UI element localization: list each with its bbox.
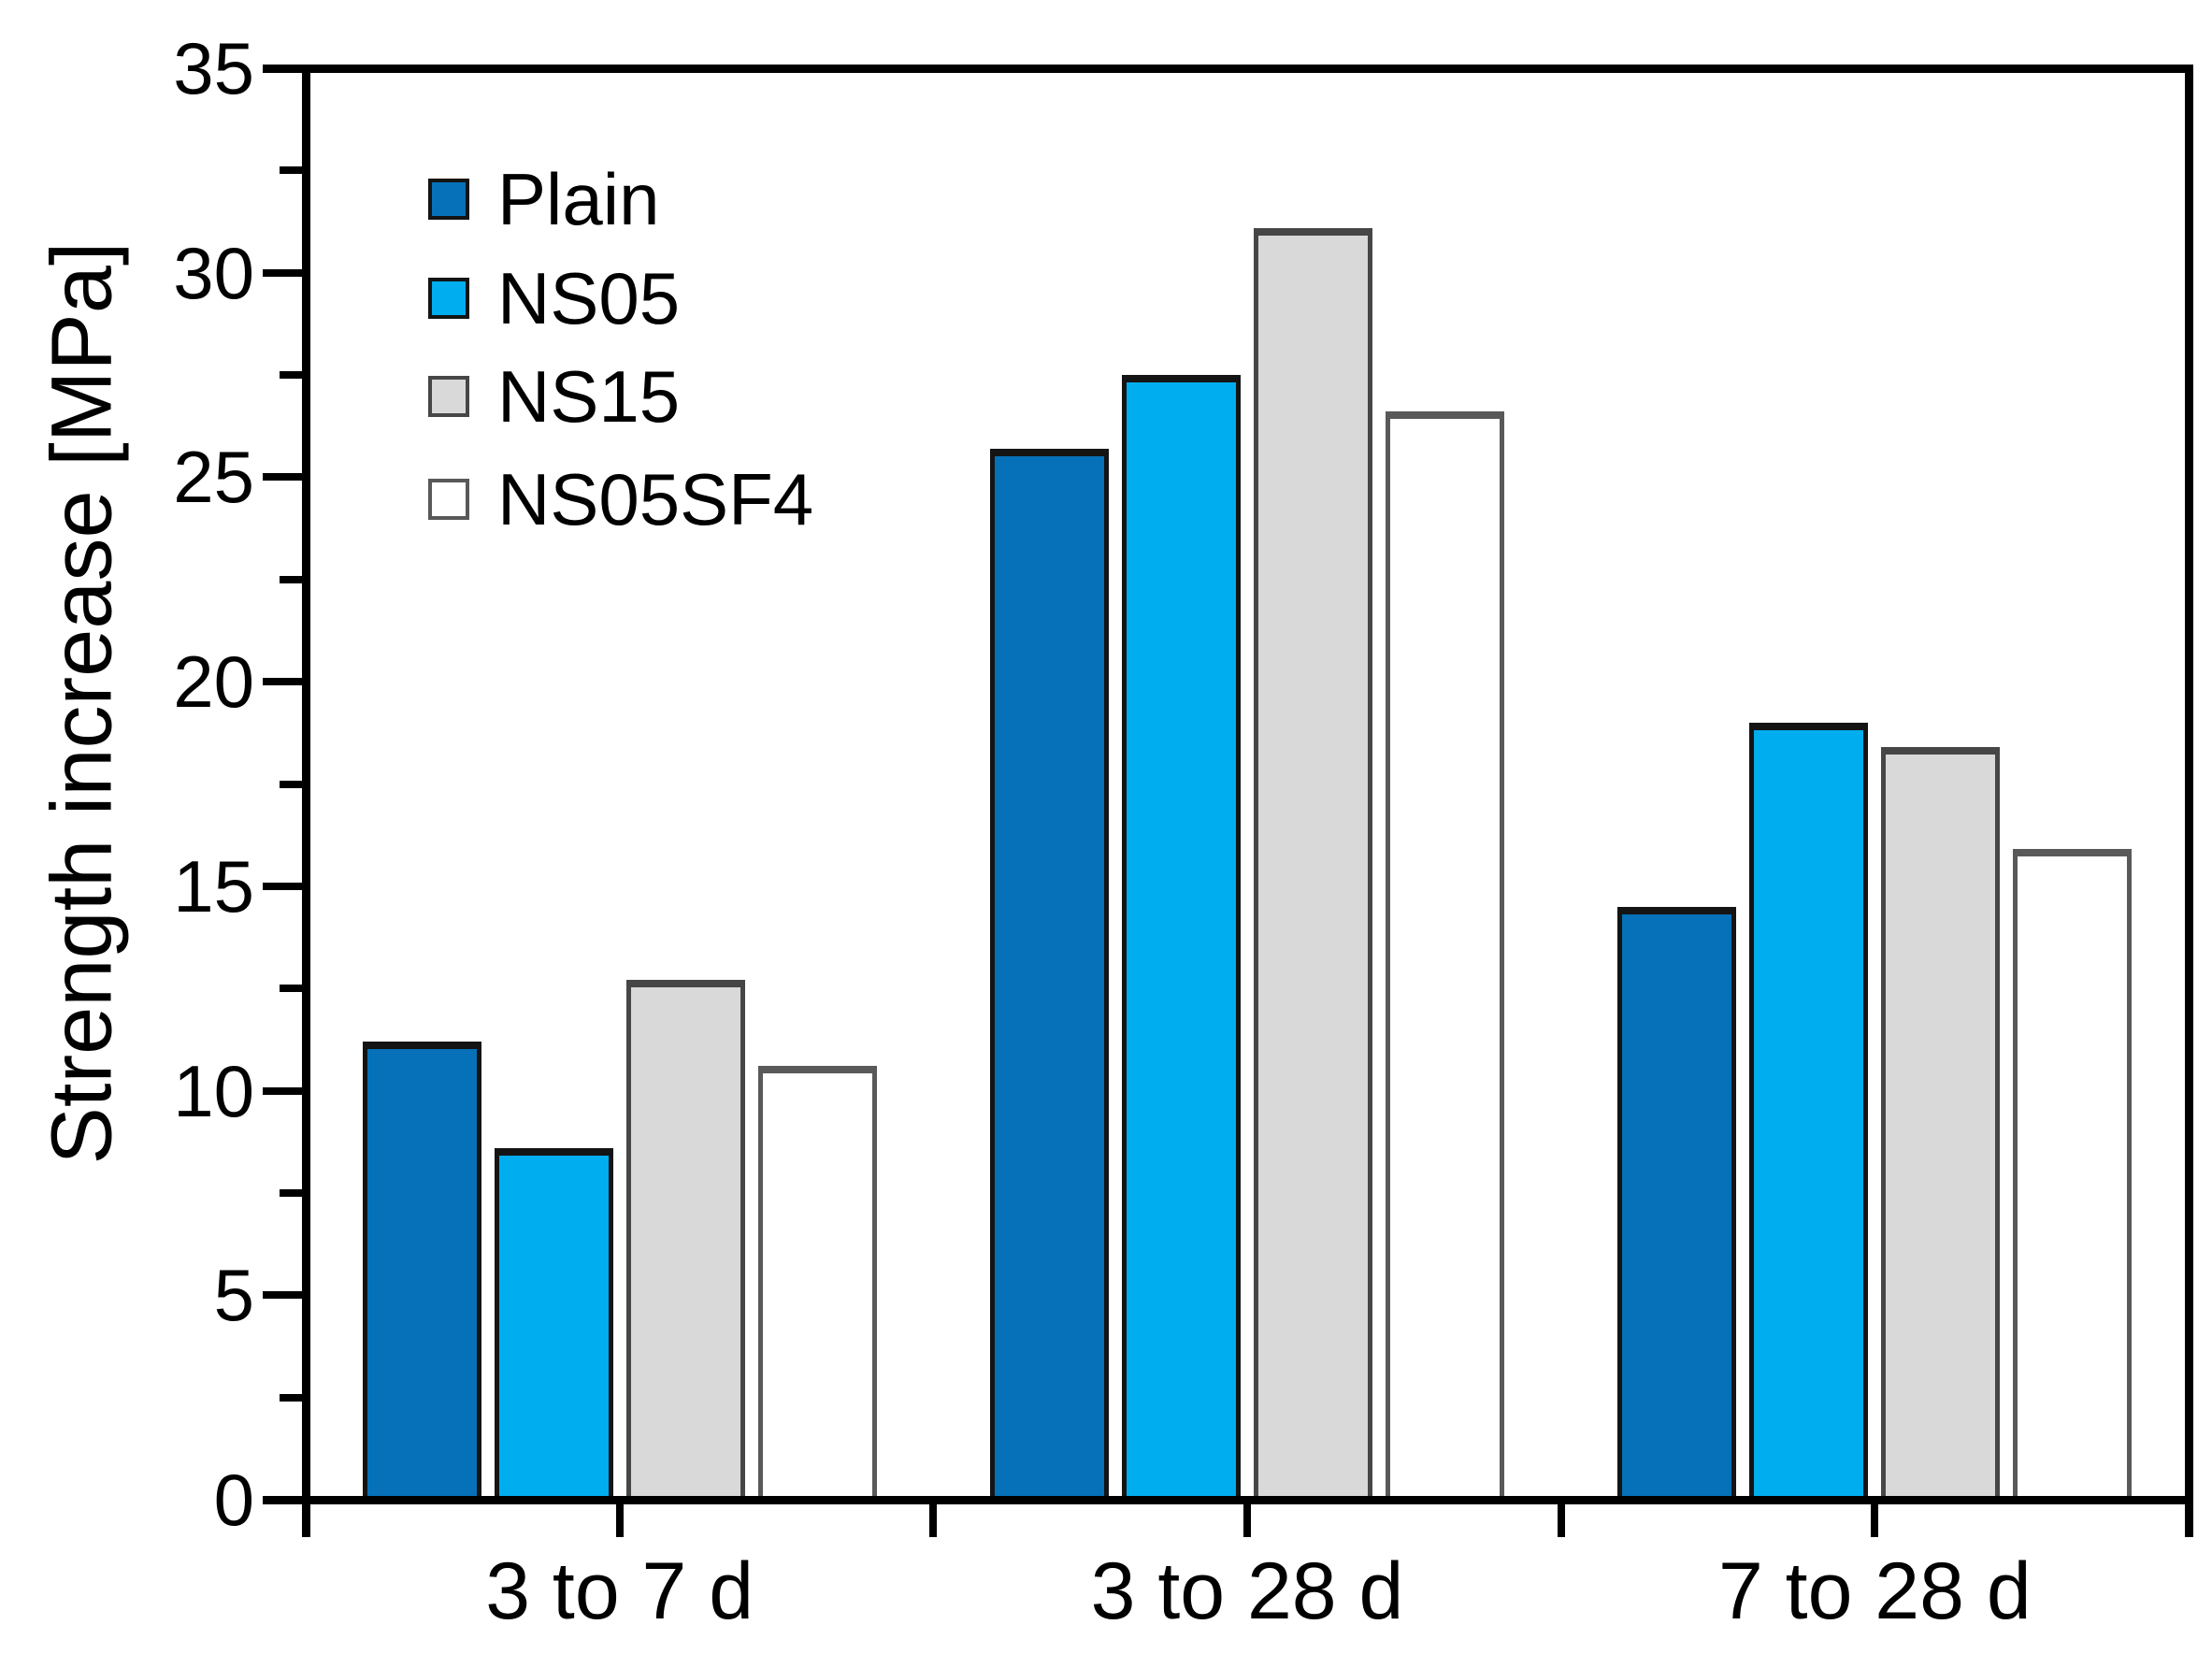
x-tick [1243,1500,1251,1537]
bar-ns05-group2 [1122,375,1241,1500]
bar-ns05sf4-group1 [757,1066,877,1500]
category-label: 3 to 7 d [485,1546,754,1636]
plot-top-border [263,64,2193,73]
x-tick [302,1500,309,1537]
category-label: 7 to 28 d [1717,1546,2032,1636]
legend-label-ns05sf4: NS05SF4 [497,458,814,540]
bar-plain-group2 [990,448,1109,1500]
y-major-tick [263,678,306,686]
bar-ns05-group3 [1749,722,1869,1500]
legend-item-ns05sf4: NS05SF4 [428,456,813,542]
y-major-tick [263,268,306,277]
y-major-tick [263,1291,306,1300]
legend-label-plain: Plain [497,158,660,240]
legend-item-ns05: NS05 [428,255,680,341]
y-tick-label: 30 [173,231,254,314]
bar-plain-group3 [1617,906,1737,1500]
bar-ns15-group2 [1254,227,1372,1500]
x-tick [2185,1500,2192,1537]
x-tick [1557,1500,1565,1537]
legend-swatch-plain [428,179,469,220]
y-tick-label: 15 [173,844,254,927]
y-minor-tick [280,985,306,993]
x-axis-baseline [263,1495,2193,1504]
x-tick [1871,1500,1879,1537]
bar-ns05sf4-group2 [1386,411,1504,1500]
legend-swatch-ns05 [428,278,469,319]
y-minor-tick [280,1393,306,1402]
bar-ns15-group1 [625,980,745,1500]
y-major-tick [263,473,306,482]
bar-ns05sf4-group3 [2013,849,2133,1500]
y-minor-tick [280,166,306,175]
legend-item-plain: Plain [428,156,659,242]
y-minor-tick [280,1188,306,1197]
y-tick-label: 10 [173,1049,254,1132]
y-minor-tick [280,575,306,583]
bar-plain-group1 [362,1042,481,1500]
category-label: 3 to 28 d [1090,1546,1404,1636]
y-minor-tick [280,371,306,380]
x-tick [929,1500,938,1537]
y-major-tick [263,1496,306,1503]
y-axis-left-spine [301,68,310,1537]
y-tick-label: 5 [213,1254,254,1337]
y-major-tick [263,65,306,72]
y-major-tick [263,1086,306,1095]
y-tick-label: 20 [173,640,254,724]
y-minor-tick [280,780,306,788]
legend-swatch-ns15 [428,376,469,417]
bar-ns15-group3 [1881,747,2001,1500]
legend-label-ns15: NS15 [497,355,681,438]
legend-swatch-ns05sf4 [428,479,469,520]
legend-item-ns15: NS15 [428,353,680,439]
y-tick-label: 35 [173,27,254,109]
y-tick-label: 0 [213,1459,254,1541]
x-tick [615,1500,624,1537]
y-axis-right-spine [2184,68,2193,1537]
y-tick-label: 25 [173,436,254,519]
legend-label-ns05: NS05 [497,257,681,339]
bar-ns05-group1 [494,1147,613,1500]
y-major-tick [263,882,306,890]
